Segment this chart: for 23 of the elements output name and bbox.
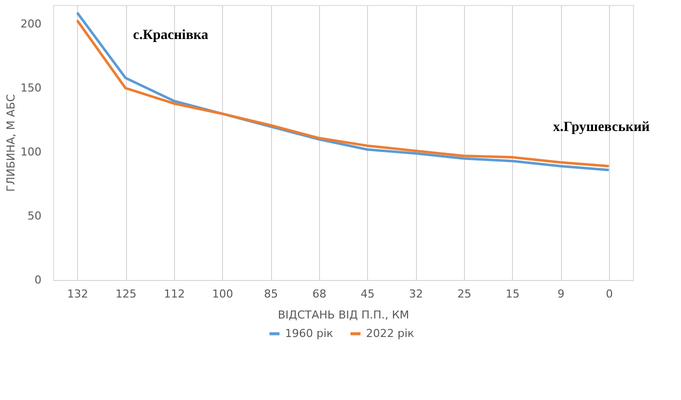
y-tick-label: 100 — [20, 146, 42, 159]
x-tick-label: 9 — [558, 288, 564, 300]
x-tick-label: 15 — [506, 288, 520, 300]
annotation: с.Краснівка — [133, 28, 208, 43]
y-tick-label: 0 — [34, 274, 42, 286]
x-tick-label: 68 — [312, 288, 326, 300]
x-tick-label: 0 — [606, 288, 613, 300]
x-tick-label: 45 — [360, 288, 375, 300]
y-axis-title: ГЛИБИНА, М АБС — [4, 94, 18, 192]
y-tick-label: 50 — [28, 210, 42, 223]
legend-label: 2022 рік — [366, 326, 415, 340]
x-tick-label: 125 — [116, 288, 136, 300]
x-tick-label: 112 — [164, 288, 185, 300]
x-tick-label: 85 — [264, 288, 278, 300]
y-tick-label: 150 — [20, 82, 42, 95]
x-tick-label: 132 — [67, 288, 88, 300]
y-tick-label: 200 — [20, 18, 42, 31]
x-tick-label: 25 — [457, 288, 472, 300]
x-tick-label: 32 — [409, 288, 423, 300]
x-tick-label: 100 — [212, 288, 234, 300]
legend-label: 1960 рік — [285, 326, 334, 340]
x-axis-title: ВІДСТАНЬ ВІД П.П., КМ — [278, 308, 410, 322]
annotation: х.Грушевський — [553, 120, 650, 135]
